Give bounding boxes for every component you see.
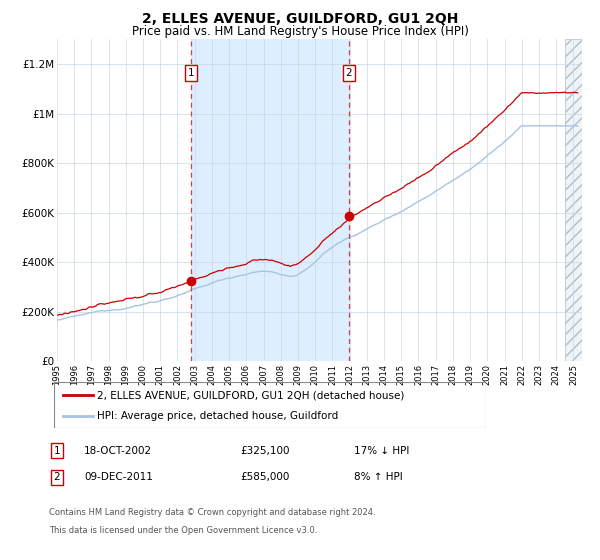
Text: 17% ↓ HPI: 17% ↓ HPI [354, 446, 409, 456]
Text: £585,000: £585,000 [240, 472, 289, 482]
Text: 1: 1 [53, 446, 61, 456]
Text: 2: 2 [345, 68, 352, 78]
Text: HPI: Average price, detached house, Guildford: HPI: Average price, detached house, Guil… [97, 410, 338, 421]
Text: 1: 1 [188, 68, 194, 78]
Text: 8% ↑ HPI: 8% ↑ HPI [354, 472, 403, 482]
Bar [191, 39, 349, 361]
Text: 2: 2 [53, 472, 61, 482]
Text: 2, ELLES AVENUE, GUILDFORD, GU1 2QH (detached house): 2, ELLES AVENUE, GUILDFORD, GU1 2QH (det… [97, 390, 404, 400]
Text: This data is licensed under the Open Government Licence v3.0.: This data is licensed under the Open Gov… [49, 526, 317, 535]
Text: 09-DEC-2011: 09-DEC-2011 [84, 472, 153, 482]
Text: £325,100: £325,100 [240, 446, 290, 456]
Bar [565, 39, 582, 361]
Text: Price paid vs. HM Land Registry's House Price Index (HPI): Price paid vs. HM Land Registry's House … [131, 25, 469, 38]
Text: 18-OCT-2002: 18-OCT-2002 [84, 446, 152, 456]
Text: 2, ELLES AVENUE, GUILDFORD, GU1 2QH: 2, ELLES AVENUE, GUILDFORD, GU1 2QH [142, 12, 458, 26]
Text: Contains HM Land Registry data © Crown copyright and database right 2024.: Contains HM Land Registry data © Crown c… [49, 508, 376, 517]
